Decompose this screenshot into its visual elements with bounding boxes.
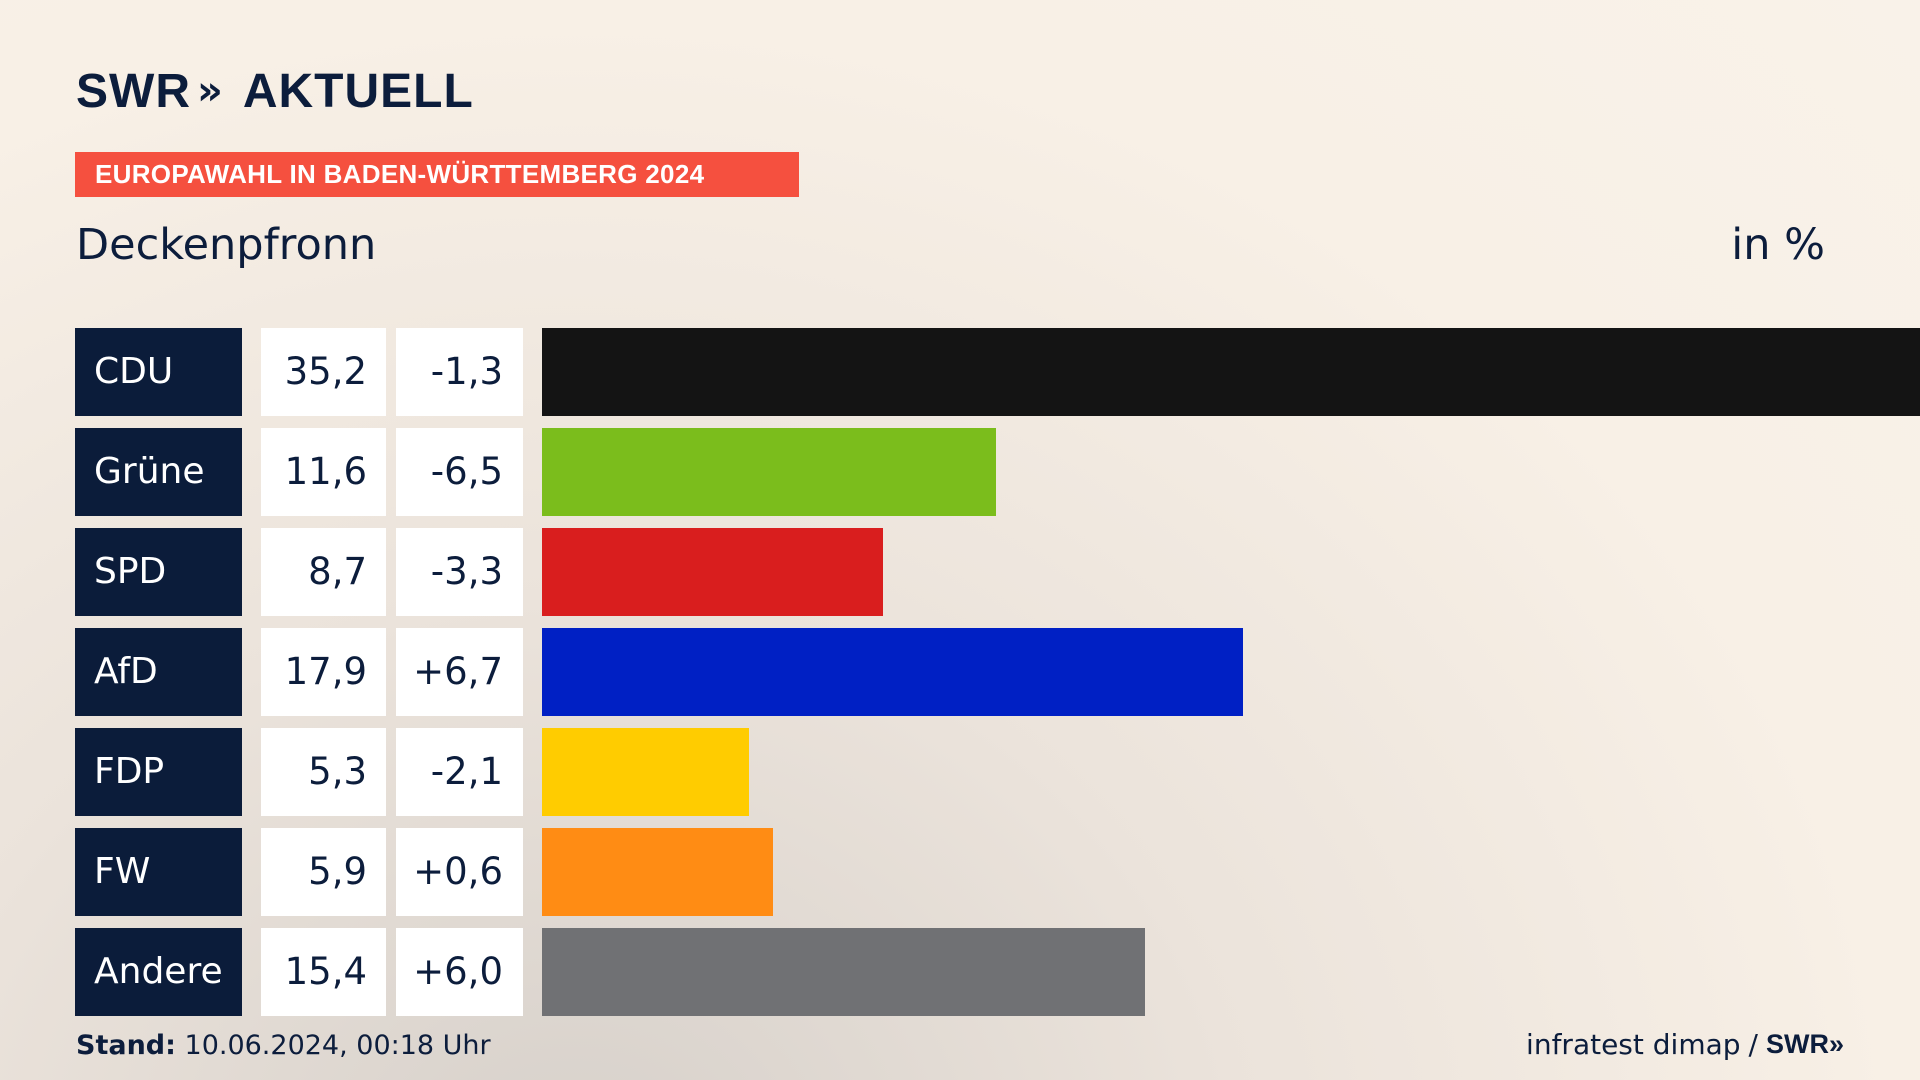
bar-fw — [542, 828, 773, 916]
party-label: Grüne — [75, 428, 242, 516]
party-label: AfD — [75, 628, 242, 716]
chart-row: FDP 5,3 -2,1 — [75, 728, 1845, 816]
change-label: -2,1 — [396, 728, 523, 816]
chart-row: SPD 8,7 -3,3 — [75, 528, 1845, 616]
stand-value: 10.06.2024, 00:18 Uhr — [184, 1030, 491, 1061]
vote-share-label: 5,3 — [261, 728, 386, 816]
vote-share-label: 8,7 — [261, 528, 386, 616]
source-credit: infratest dimap / SWR » — [1526, 1028, 1844, 1061]
party-label: FDP — [75, 728, 242, 816]
change-label: +0,6 — [396, 828, 523, 916]
chart-row: FW 5,9 +0,6 — [75, 828, 1845, 916]
change-label: -3,3 — [396, 528, 523, 616]
party-label: SPD — [75, 528, 242, 616]
change-label: +6,0 — [396, 928, 523, 1016]
bar-grüne — [542, 428, 997, 516]
chart-row: Andere 15,4 +6,0 — [75, 928, 1845, 1016]
vote-share-label: 11,6 — [261, 428, 386, 516]
vote-share-label: 15,4 — [261, 928, 386, 1016]
change-label: -6,5 — [396, 428, 523, 516]
bar-cdu — [542, 328, 1920, 416]
chart-row: Grüne 11,6 -6,5 — [75, 428, 1845, 516]
vote-share-label: 5,9 — [261, 828, 386, 916]
source-brand: SWR — [1765, 1029, 1829, 1059]
logo-aktuell-text: AKTUELL — [242, 64, 474, 118]
party-label: Andere — [75, 928, 242, 1016]
source-name: infratest dimap — [1526, 1028, 1741, 1061]
swr-aktuell-logo: SWR » AKTUELL — [76, 64, 474, 118]
source-arrows-icon: » — [1828, 1029, 1844, 1059]
timestamp: Stand: 10.06.2024, 00:18 Uhr — [76, 1030, 491, 1061]
bar-fdp — [542, 728, 750, 816]
chart-row: CDU 35,2 -1,3 — [75, 328, 1920, 416]
change-label: -1,3 — [396, 328, 523, 416]
logo-arrows-icon: » — [196, 68, 223, 114]
source-separator: / — [1748, 1028, 1758, 1061]
change-label: +6,7 — [396, 628, 523, 716]
vote-share-label: 35,2 — [261, 328, 386, 416]
bar-afd — [542, 628, 1243, 716]
stand-label: Stand: — [76, 1030, 176, 1061]
logo-swr-text: SWR — [76, 64, 191, 118]
unit-label: in % — [1731, 220, 1825, 270]
party-label: CDU — [75, 328, 242, 416]
place-title: Deckenpfronn — [76, 220, 377, 270]
vote-share-label: 17,9 — [261, 628, 386, 716]
chart-row: AfD 17,9 +6,7 — [75, 628, 1845, 716]
party-label: FW — [75, 828, 242, 916]
bar-spd — [542, 528, 883, 616]
election-banner: EUROPAWAHL IN BADEN-WÜRTTEMBERG 2024 — [75, 152, 799, 197]
bar-andere — [542, 928, 1145, 1016]
